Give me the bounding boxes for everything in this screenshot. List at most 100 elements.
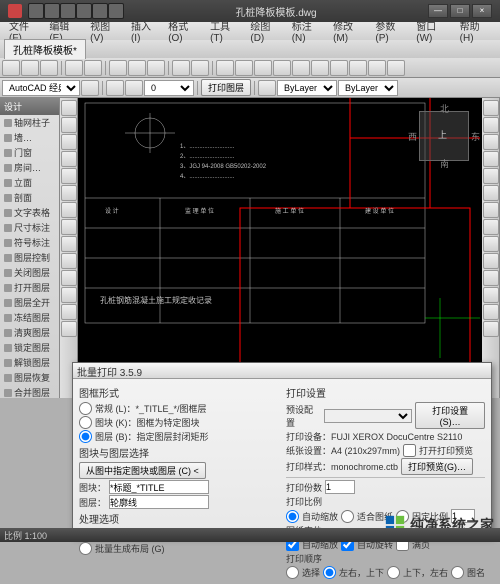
erase-icon[interactable] xyxy=(483,100,499,116)
tb-tool3-icon[interactable] xyxy=(311,60,329,76)
sidebar-item-12[interactable]: 图层全开 xyxy=(0,295,59,310)
tb-zoom-icon[interactable] xyxy=(235,60,253,76)
sidebar-item-5[interactable]: 剖面 xyxy=(0,190,59,205)
move-icon[interactable] xyxy=(483,185,499,201)
tb-props-icon[interactable] xyxy=(254,60,272,76)
tb-copy-icon[interactable] xyxy=(128,60,146,76)
sidebar-item-0[interactable]: 轴网柱子 xyxy=(0,115,59,130)
sidebar-item-7[interactable]: 尺寸标注 xyxy=(0,220,59,235)
layer-name-input[interactable] xyxy=(109,495,209,509)
minimize-button[interactable]: — xyxy=(428,4,448,18)
view-cube[interactable]: 北 南 西 东 上 xyxy=(414,106,474,166)
close-button[interactable]: × xyxy=(472,4,492,18)
qat-save-icon[interactable] xyxy=(60,3,76,19)
tb-tool5-icon[interactable] xyxy=(349,60,367,76)
rect-icon[interactable] xyxy=(61,168,77,184)
ellipse-icon[interactable] xyxy=(61,287,77,303)
scale-auto-radio[interactable] xyxy=(286,510,299,523)
print-layer-button[interactable]: 打印图层 xyxy=(201,79,251,96)
scale-fit-radio[interactable] xyxy=(341,510,354,523)
tb-tool4-icon[interactable] xyxy=(330,60,348,76)
sidebar-item-11[interactable]: 打开图层 xyxy=(0,280,59,295)
document-tab[interactable]: 孔桩降板模板* xyxy=(4,39,86,59)
menu-format[interactable]: 格式(O) xyxy=(163,18,205,44)
sidebar-item-14[interactable]: 清爽图层 xyxy=(0,325,59,340)
order-lr-radio[interactable] xyxy=(323,566,336,579)
sidebar-item-15[interactable]: 锁定图层 xyxy=(0,340,59,355)
qat-undo-icon[interactable] xyxy=(76,3,92,19)
tb-pan-icon[interactable] xyxy=(216,60,234,76)
menu-dim[interactable]: 标注(N) xyxy=(287,18,328,44)
tb-color-icon[interactable] xyxy=(258,80,276,96)
sidebar-item-3[interactable]: 房间… xyxy=(0,160,59,175)
tb-undo-icon[interactable] xyxy=(172,60,190,76)
open-preview-check[interactable] xyxy=(403,444,416,457)
text-icon[interactable] xyxy=(61,202,77,218)
drawing-canvas[interactable]: 孔桩钢筋混凝土施工规定收记录 1、.......................… xyxy=(78,98,482,398)
order-select-radio[interactable] xyxy=(286,566,299,579)
menu-window[interactable]: 窗口(W) xyxy=(411,18,454,44)
offset-icon[interactable] xyxy=(483,151,499,167)
block-name-input[interactable] xyxy=(109,480,209,494)
break-icon[interactable] xyxy=(483,287,499,303)
arc-icon[interactable] xyxy=(61,151,77,167)
table-icon[interactable] xyxy=(61,253,77,269)
point-icon[interactable] xyxy=(61,270,77,286)
tb-new-icon[interactable] xyxy=(2,60,20,76)
tb-layer-icon[interactable] xyxy=(106,80,124,96)
tb-save-icon[interactable] xyxy=(40,60,58,76)
frame-normal-radio[interactable] xyxy=(79,402,92,415)
menu-modify[interactable]: 修改(M) xyxy=(328,18,370,44)
tb-paste-icon[interactable] xyxy=(147,60,165,76)
record-button[interactable]: 打印预览(G)… xyxy=(401,458,473,475)
hatch-icon[interactable] xyxy=(61,185,77,201)
sidebar-item-13[interactable]: 冻结图层 xyxy=(0,310,59,325)
menu-tools[interactable]: 工具(T) xyxy=(205,18,245,44)
sidebar-item-4[interactable]: 立面 xyxy=(0,175,59,190)
tb-tool2-icon[interactable] xyxy=(292,60,310,76)
preset-combo[interactable] xyxy=(324,409,412,423)
menu-view[interactable]: 视图(V) xyxy=(85,18,126,44)
sidebar-item-16[interactable]: 解锁图层 xyxy=(0,355,59,370)
sidebar-item-1[interactable]: 墙… xyxy=(0,130,59,145)
dim-icon[interactable] xyxy=(61,219,77,235)
mirror-icon[interactable] xyxy=(483,134,499,150)
color-combo[interactable]: ByLayer xyxy=(277,80,337,96)
fillet-icon[interactable] xyxy=(483,304,499,320)
sidebar-item-17[interactable]: 图层恢复 xyxy=(0,370,59,385)
qat-open-icon[interactable] xyxy=(44,3,60,19)
menu-insert[interactable]: 插入(I) xyxy=(126,18,163,44)
sidebar-item-8[interactable]: 符号标注 xyxy=(0,235,59,250)
rotate-icon[interactable] xyxy=(483,202,499,218)
menu-help[interactable]: 帮助(H) xyxy=(455,18,496,44)
qat-print-icon[interactable] xyxy=(108,3,124,19)
maximize-button[interactable]: □ xyxy=(450,4,470,18)
tb-tool6-icon[interactable] xyxy=(368,60,386,76)
menu-draw[interactable]: 绘图(D) xyxy=(245,18,286,44)
tb-tool7-icon[interactable] xyxy=(387,60,405,76)
tb-gear-icon[interactable] xyxy=(81,80,99,96)
trim-icon[interactable] xyxy=(483,253,499,269)
tb-cut-icon[interactable] xyxy=(109,60,127,76)
qat-new-icon[interactable] xyxy=(28,3,44,19)
explode-icon[interactable] xyxy=(483,321,499,337)
tb-tool-icon[interactable] xyxy=(273,60,291,76)
stretch-icon[interactable] xyxy=(483,236,499,252)
scale-icon[interactable] xyxy=(483,219,499,235)
workspace-combo[interactable]: AutoCAD 经典 xyxy=(2,80,80,96)
sidebar-item-9[interactable]: 图层控制 xyxy=(0,250,59,265)
sidebar-item-6[interactable]: 文字表格 xyxy=(0,205,59,220)
frame-block-radio[interactable] xyxy=(79,416,92,429)
print-setup-button[interactable]: 打印设置(S)… xyxy=(415,402,485,429)
order-ud-radio[interactable] xyxy=(387,566,400,579)
pline-icon[interactable] xyxy=(61,117,77,133)
tb-redo-icon[interactable] xyxy=(191,60,209,76)
line-icon[interactable] xyxy=(61,100,77,116)
tb-layer2-icon[interactable] xyxy=(125,80,143,96)
sidebar-item-18[interactable]: 合并图层 xyxy=(0,385,59,398)
spline-icon[interactable] xyxy=(61,304,77,320)
pick-from-drawing-button[interactable]: 从图中指定图块或图层 (C) < xyxy=(79,462,206,479)
layer-state-combo[interactable]: 0 xyxy=(144,80,194,96)
array-icon[interactable] xyxy=(483,168,499,184)
frame-layer-radio[interactable] xyxy=(79,430,92,443)
